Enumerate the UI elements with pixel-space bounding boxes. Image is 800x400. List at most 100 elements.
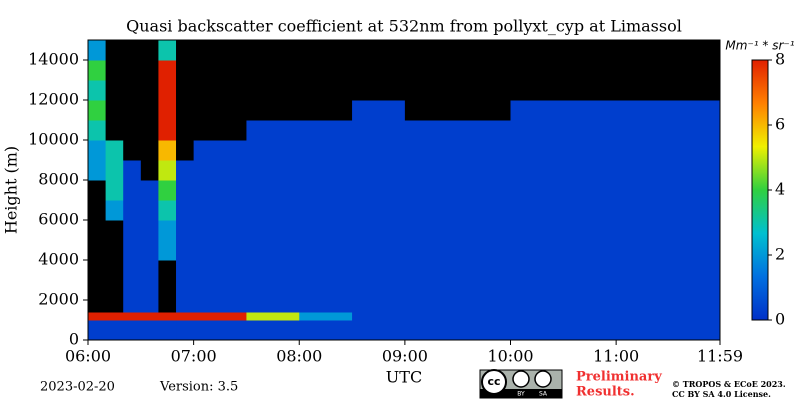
heat-cell xyxy=(404,100,512,121)
heat-cell xyxy=(246,60,300,81)
logo-text: BY xyxy=(517,391,525,398)
heat-cell xyxy=(299,260,353,281)
heat-cell xyxy=(616,40,721,61)
heat-cell xyxy=(88,280,107,301)
heat-cell xyxy=(176,120,195,141)
heat-cell xyxy=(193,40,247,61)
heat-cell xyxy=(123,60,142,81)
heat-cell xyxy=(299,120,353,141)
heat-cell xyxy=(140,320,159,341)
heat-cell xyxy=(140,180,159,201)
heat-cell xyxy=(299,280,353,301)
heat-cell xyxy=(616,312,721,321)
heat-cell xyxy=(123,312,142,321)
chart-title: Quasi backscatter coefficient at 532nm f… xyxy=(126,17,682,36)
heat-cell xyxy=(299,140,353,161)
notice: Preliminary xyxy=(576,370,662,385)
heat-cell xyxy=(123,240,142,261)
heat-cell xyxy=(176,260,195,281)
logo-text: cc xyxy=(487,375,500,388)
heat-cell xyxy=(299,40,353,61)
heat-cell xyxy=(246,320,300,341)
heat-cell xyxy=(176,140,195,161)
heat-cell xyxy=(105,120,124,141)
heat-cell xyxy=(510,160,617,181)
heat-cell xyxy=(193,80,247,101)
heat-cell xyxy=(140,260,159,281)
heat-cell xyxy=(123,120,142,141)
heat-cell xyxy=(404,320,512,341)
version: Version: 3.5 xyxy=(159,380,238,395)
heat-cell xyxy=(352,280,406,301)
colorbar-label: Mm⁻¹ * sr⁻¹ xyxy=(725,39,794,53)
heat-cell xyxy=(246,40,300,61)
heat-cell xyxy=(299,180,353,201)
heat-cell xyxy=(176,200,195,221)
heat-cell xyxy=(193,280,247,301)
heat-cell xyxy=(158,200,177,221)
heat-cell xyxy=(123,280,142,301)
heat-cell xyxy=(510,120,617,141)
heat-cell xyxy=(123,40,142,61)
heat-cell xyxy=(246,260,300,281)
heat-cell xyxy=(510,100,617,121)
x-tick-label: 08:00 xyxy=(276,347,322,366)
heat-cell xyxy=(158,160,177,181)
heat-cell xyxy=(105,312,124,321)
heat-cell xyxy=(352,100,406,121)
heat-cell xyxy=(158,320,177,341)
heat-cell xyxy=(88,240,107,261)
heat-cell xyxy=(123,220,142,241)
heat-cell xyxy=(352,140,406,161)
heat-cell xyxy=(140,220,159,241)
heat-cell xyxy=(105,200,124,221)
heat-cell xyxy=(176,60,195,81)
heat-cell xyxy=(123,100,142,121)
heat-cell xyxy=(176,220,195,241)
heat-cell xyxy=(510,240,617,261)
heat-cell xyxy=(246,160,300,181)
heat-cell xyxy=(158,80,177,101)
heat-cell xyxy=(123,80,142,101)
heat-cell xyxy=(193,160,247,181)
colorbar xyxy=(751,59,769,321)
heat-cell xyxy=(105,80,124,101)
heat-cell xyxy=(246,180,300,201)
heat-cell xyxy=(510,280,617,301)
colorbar-tick-label: 6 xyxy=(775,115,785,134)
heat-cell xyxy=(123,140,142,161)
heat-cell xyxy=(88,160,107,181)
heat-cell xyxy=(88,260,107,281)
date: 2023-02-20 xyxy=(40,380,115,395)
logo-circle xyxy=(534,370,552,388)
heat-cell xyxy=(140,60,159,81)
heat-cell xyxy=(510,320,617,341)
heat-cell xyxy=(158,120,177,141)
logo-circle xyxy=(481,369,507,395)
heat-cell xyxy=(616,280,721,301)
heat-cell xyxy=(510,200,617,221)
heat-cell xyxy=(105,280,124,301)
heat-cell xyxy=(193,220,247,241)
y-tick-label: 0 xyxy=(69,330,79,349)
heat-cell xyxy=(510,140,617,161)
heat-cell xyxy=(140,100,159,121)
heat-cell xyxy=(123,200,142,221)
heat-cell xyxy=(616,300,721,313)
heat-cell xyxy=(123,180,142,201)
heat-cell xyxy=(176,180,195,201)
x-tick-label: 10:00 xyxy=(487,347,533,366)
heat-cell xyxy=(88,200,107,221)
colorbar-tick-label: 4 xyxy=(775,180,785,199)
heat-cell xyxy=(299,300,353,313)
y-tick-label: 12000 xyxy=(28,90,79,109)
y-tick-label: 14000 xyxy=(28,50,79,69)
heat-cell xyxy=(140,300,159,313)
heat-cell xyxy=(352,240,406,261)
heat-cell xyxy=(193,140,247,161)
heat-cell xyxy=(140,120,159,141)
heat-cell xyxy=(616,220,721,241)
heat-cell xyxy=(105,60,124,81)
heat-cell xyxy=(123,300,142,313)
heat-cell xyxy=(352,160,406,181)
